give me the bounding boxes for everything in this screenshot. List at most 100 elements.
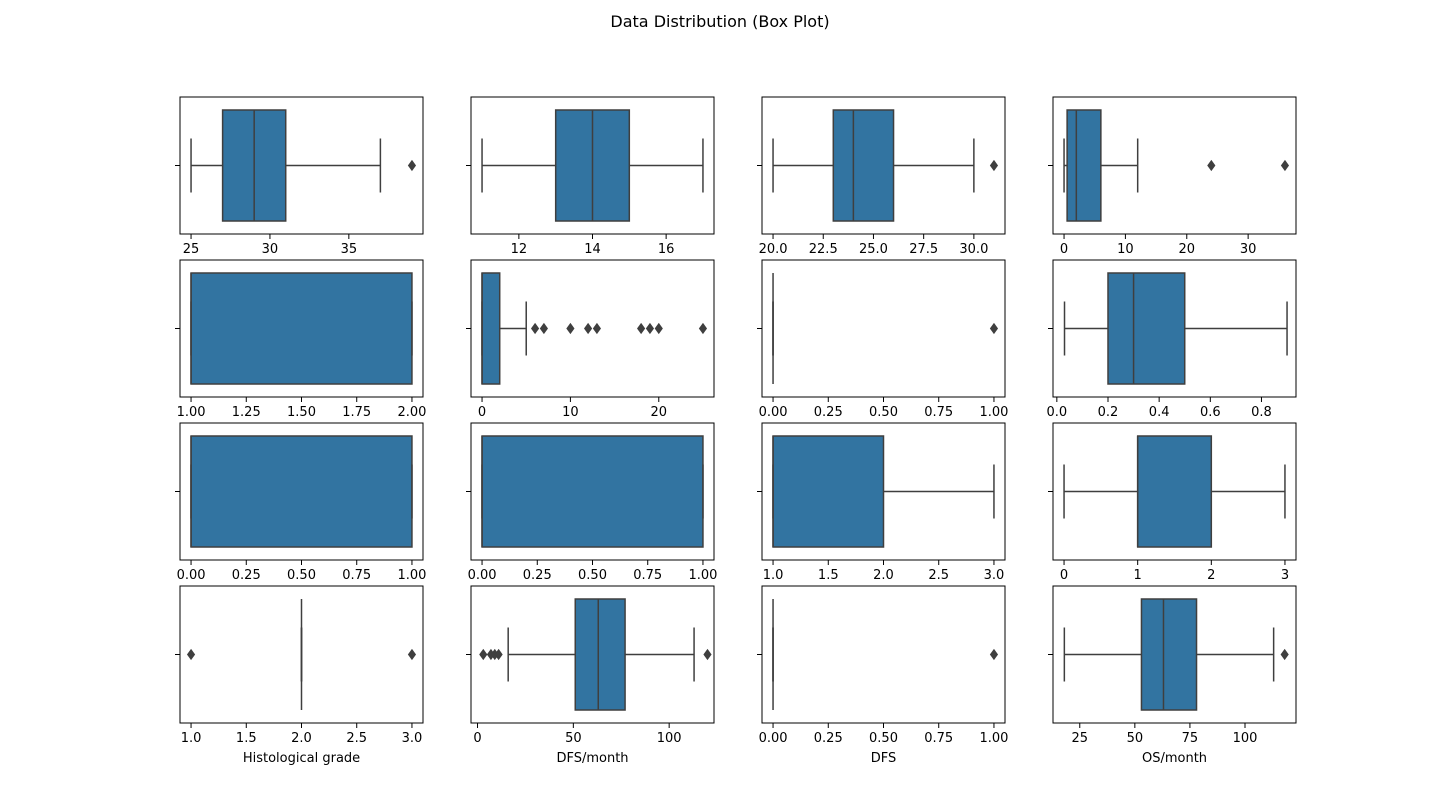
plot-3-x-tick-label-1: 20.0: [759, 242, 788, 257]
plot-7-x-tick-label-2: 0.25: [814, 405, 843, 420]
plot-3-x-tick-label-4: 27.5: [909, 242, 938, 257]
figure-title: Data Distribution (Box Plot): [610, 12, 830, 31]
plot-14-x-label: DFS/month: [556, 751, 628, 766]
plot-6-box: [481, 272, 501, 385]
plot-6-outlier-6: [637, 322, 646, 335]
plot-7-x-tick-label-5: 1.00: [979, 405, 1008, 420]
plot-15-x-tick-label-5: 1.00: [979, 731, 1008, 746]
plot-8-x-tick-label-5: 0.8: [1251, 405, 1272, 420]
plot-10-x-tick-label-4: 0.75: [633, 568, 662, 583]
plot-13-x-tick-label-4: 2.5: [346, 731, 367, 746]
plot-14-outlier-4: [494, 648, 503, 661]
plot-6-x-tick-label-3: 20: [650, 405, 667, 420]
plot-5-x-tick-label-1: 1.00: [177, 405, 206, 420]
plot-13-x-tick-label-2: 1.5: [236, 731, 257, 746]
plot-10-box: [481, 435, 704, 548]
plot-11-box: [772, 435, 885, 548]
plot-11-x-tick-label-1: 1.0: [763, 568, 784, 583]
plot-16-x-tick-label-4: 100: [1233, 731, 1258, 746]
plot-8-x-tick-label-1: 0.0: [1046, 405, 1067, 420]
plot-7-x-tick-label-3: 0.50: [869, 405, 898, 420]
plot-5-x-tick-label-2: 1.25: [232, 405, 261, 420]
plot-3-x-tick-label-2: 22.5: [809, 242, 838, 257]
plot-7-frame: [761, 259, 1006, 398]
plot-15-x-tick-label-2: 0.25: [814, 731, 843, 746]
plot-9-x-tick-label-1: 0.00: [177, 568, 206, 583]
plot-7-x-tick-label-1: 0.00: [759, 405, 788, 420]
plot-12-box: [1136, 435, 1213, 548]
plot-9-x-tick-label-5: 1.00: [397, 568, 426, 583]
plot-14-box: [574, 598, 626, 711]
plot-10-x-tick-label-2: 0.25: [523, 568, 552, 583]
plot-13-x-label: Histological grade: [243, 751, 360, 766]
plot-6-x-tick-label-1: 0: [478, 405, 486, 420]
plot-1-x-tick-label-2: 30: [262, 242, 279, 257]
plot-10-x-tick-label-1: 0.00: [468, 568, 497, 583]
plot-14-x-tick-label-2: 50: [565, 731, 582, 746]
plot-6-outlier-1: [530, 322, 540, 335]
plot-15-frame: [761, 585, 1006, 724]
plot-7-outlier-1: [989, 322, 999, 335]
plot-13-x-tick-label-3: 2.0: [291, 731, 312, 746]
plot-16-outlier-1: [1280, 648, 1289, 661]
plot-6-outlier-3: [566, 322, 575, 335]
plot-15-x-label: DFS: [871, 751, 897, 766]
plot-12-x-tick-label-1: 0: [1060, 568, 1068, 583]
plot-4-x-tick-label-3: 20: [1178, 242, 1195, 257]
plot-9-box: [190, 435, 413, 548]
plot-14-x-tick-label-3: 100: [657, 731, 682, 746]
plot-6-outlier-7: [645, 322, 655, 335]
plot-1-x-tick-label-1: 25: [183, 242, 200, 257]
plot-15-x-tick-label-1: 0.00: [759, 731, 788, 746]
plot-13-outlier-1: [186, 648, 196, 661]
plot-10-x-tick-label-5: 1.00: [688, 568, 717, 583]
plot-12-x-tick-label-4: 3: [1281, 568, 1289, 583]
plot-6-outlier-4: [583, 322, 593, 335]
plot-9-x-tick-label-3: 0.50: [287, 568, 316, 583]
plot-4-x-tick-label-1: 0: [1060, 242, 1068, 257]
plot-11-x-tick-label-3: 2.0: [873, 568, 894, 583]
plot-2-x-tick-label-2: 14: [584, 242, 601, 257]
plot-5-box: [190, 272, 413, 385]
plot-11-x-tick-label-4: 2.5: [928, 568, 949, 583]
plot-4-outlier-2: [1280, 159, 1290, 172]
plot-16-x-tick-label-1: 25: [1071, 731, 1088, 746]
plot-6-x-tick-label-2: 10: [562, 405, 579, 420]
plot-4-box: [1066, 109, 1102, 222]
plot-3-x-tick-label-5: 30.0: [959, 242, 988, 257]
plot-6-outlier-5: [592, 322, 602, 335]
plot-3-box: [832, 109, 895, 222]
plot-5-x-tick-label-5: 2.00: [397, 405, 426, 420]
plot-8-x-tick-label-3: 0.4: [1149, 405, 1170, 420]
plot-14-outlier-1: [479, 648, 488, 661]
plot-13-outlier-2: [407, 648, 417, 661]
plot-8-x-tick-label-2: 0.2: [1098, 405, 1119, 420]
plot-5-x-tick-label-4: 1.75: [342, 405, 371, 420]
plot-9-x-tick-label-2: 0.25: [232, 568, 261, 583]
plot-15-x-tick-label-3: 0.50: [869, 731, 898, 746]
plot-13-x-tick-label-1: 1.0: [181, 731, 202, 746]
plot-8-box: [1107, 272, 1186, 385]
plot-4-outlier-1: [1207, 159, 1216, 172]
plot-12-x-tick-label-2: 1: [1134, 568, 1142, 583]
plot-11-x-tick-label-2: 1.5: [818, 568, 839, 583]
plot-1-x-tick-label-3: 35: [341, 242, 358, 257]
plot-5-x-tick-label-3: 1.50: [287, 405, 316, 420]
plot-4-x-tick-label-2: 10: [1117, 242, 1134, 257]
plot-16-x-tick-label-2: 50: [1127, 731, 1144, 746]
plot-4-x-tick-label-4: 30: [1240, 242, 1257, 257]
plot-6-outlier-2: [539, 322, 548, 335]
plot-16-box: [1140, 598, 1198, 711]
plot-13-x-tick-label-5: 3.0: [402, 731, 423, 746]
plot-1-outlier-1: [407, 159, 417, 172]
plot-6-outlier-9: [698, 322, 708, 335]
plot-6-outlier-8: [654, 322, 663, 335]
plot-14-outlier-5: [703, 648, 712, 661]
plot-9-x-tick-label-4: 0.75: [342, 568, 371, 583]
plot-16-x-label: OS/month: [1142, 751, 1207, 766]
plot-11-x-tick-label-5: 3.0: [984, 568, 1005, 583]
plot-14-x-tick-label-1: 0: [473, 731, 481, 746]
plot-7-x-tick-label-4: 0.75: [924, 405, 953, 420]
plot-15-x-tick-label-4: 0.75: [924, 731, 953, 746]
plot-3-outlier-1: [989, 159, 999, 172]
